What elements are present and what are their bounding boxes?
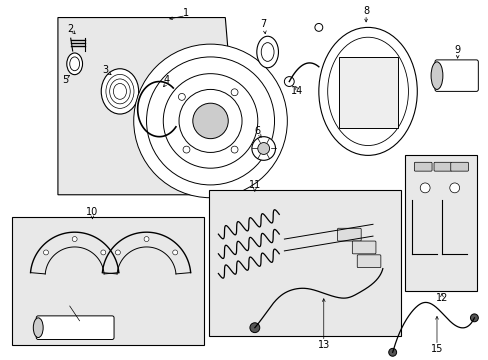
Circle shape: [178, 94, 185, 100]
FancyBboxPatch shape: [36, 316, 114, 339]
Text: 7: 7: [260, 19, 266, 30]
Circle shape: [231, 89, 238, 96]
Circle shape: [144, 237, 149, 242]
Circle shape: [419, 183, 429, 193]
Text: 9: 9: [454, 45, 460, 55]
Circle shape: [251, 137, 275, 160]
Circle shape: [388, 348, 396, 356]
Ellipse shape: [67, 53, 82, 75]
Circle shape: [192, 103, 228, 139]
FancyBboxPatch shape: [357, 255, 380, 267]
Text: 15: 15: [430, 345, 442, 354]
Circle shape: [257, 143, 269, 154]
Ellipse shape: [33, 318, 43, 338]
FancyBboxPatch shape: [450, 162, 468, 171]
FancyBboxPatch shape: [337, 228, 361, 241]
Bar: [338, 57, 397, 128]
Text: 8: 8: [362, 6, 368, 15]
Text: 3: 3: [102, 65, 108, 75]
Ellipse shape: [256, 36, 278, 68]
Circle shape: [101, 250, 105, 255]
Text: 13: 13: [317, 341, 329, 350]
Circle shape: [284, 77, 294, 86]
Circle shape: [449, 183, 459, 193]
Text: 11: 11: [248, 180, 261, 190]
FancyBboxPatch shape: [433, 162, 451, 171]
FancyBboxPatch shape: [413, 162, 431, 171]
FancyBboxPatch shape: [434, 60, 477, 91]
Ellipse shape: [430, 62, 442, 89]
Bar: [208, 190, 400, 336]
Bar: [12, 217, 203, 345]
Ellipse shape: [261, 42, 273, 61]
Circle shape: [249, 323, 259, 333]
Text: 1: 1: [183, 8, 188, 18]
Circle shape: [469, 314, 477, 322]
Text: 5: 5: [61, 75, 68, 85]
Circle shape: [72, 237, 77, 242]
Circle shape: [43, 250, 48, 255]
Ellipse shape: [70, 57, 80, 71]
Text: 14: 14: [290, 86, 303, 96]
FancyBboxPatch shape: [351, 241, 375, 254]
Circle shape: [314, 23, 322, 31]
Text: 2: 2: [67, 24, 74, 34]
Ellipse shape: [101, 69, 139, 114]
Text: 6: 6: [254, 126, 260, 136]
Circle shape: [231, 146, 238, 153]
Circle shape: [172, 250, 177, 255]
Text: 10: 10: [86, 207, 98, 217]
Circle shape: [133, 44, 287, 198]
Text: 12: 12: [435, 293, 447, 303]
Bar: [405, 156, 476, 291]
Text: 4: 4: [163, 75, 169, 85]
Polygon shape: [58, 18, 240, 195]
Circle shape: [115, 250, 120, 255]
Ellipse shape: [318, 27, 416, 156]
Circle shape: [183, 146, 189, 153]
